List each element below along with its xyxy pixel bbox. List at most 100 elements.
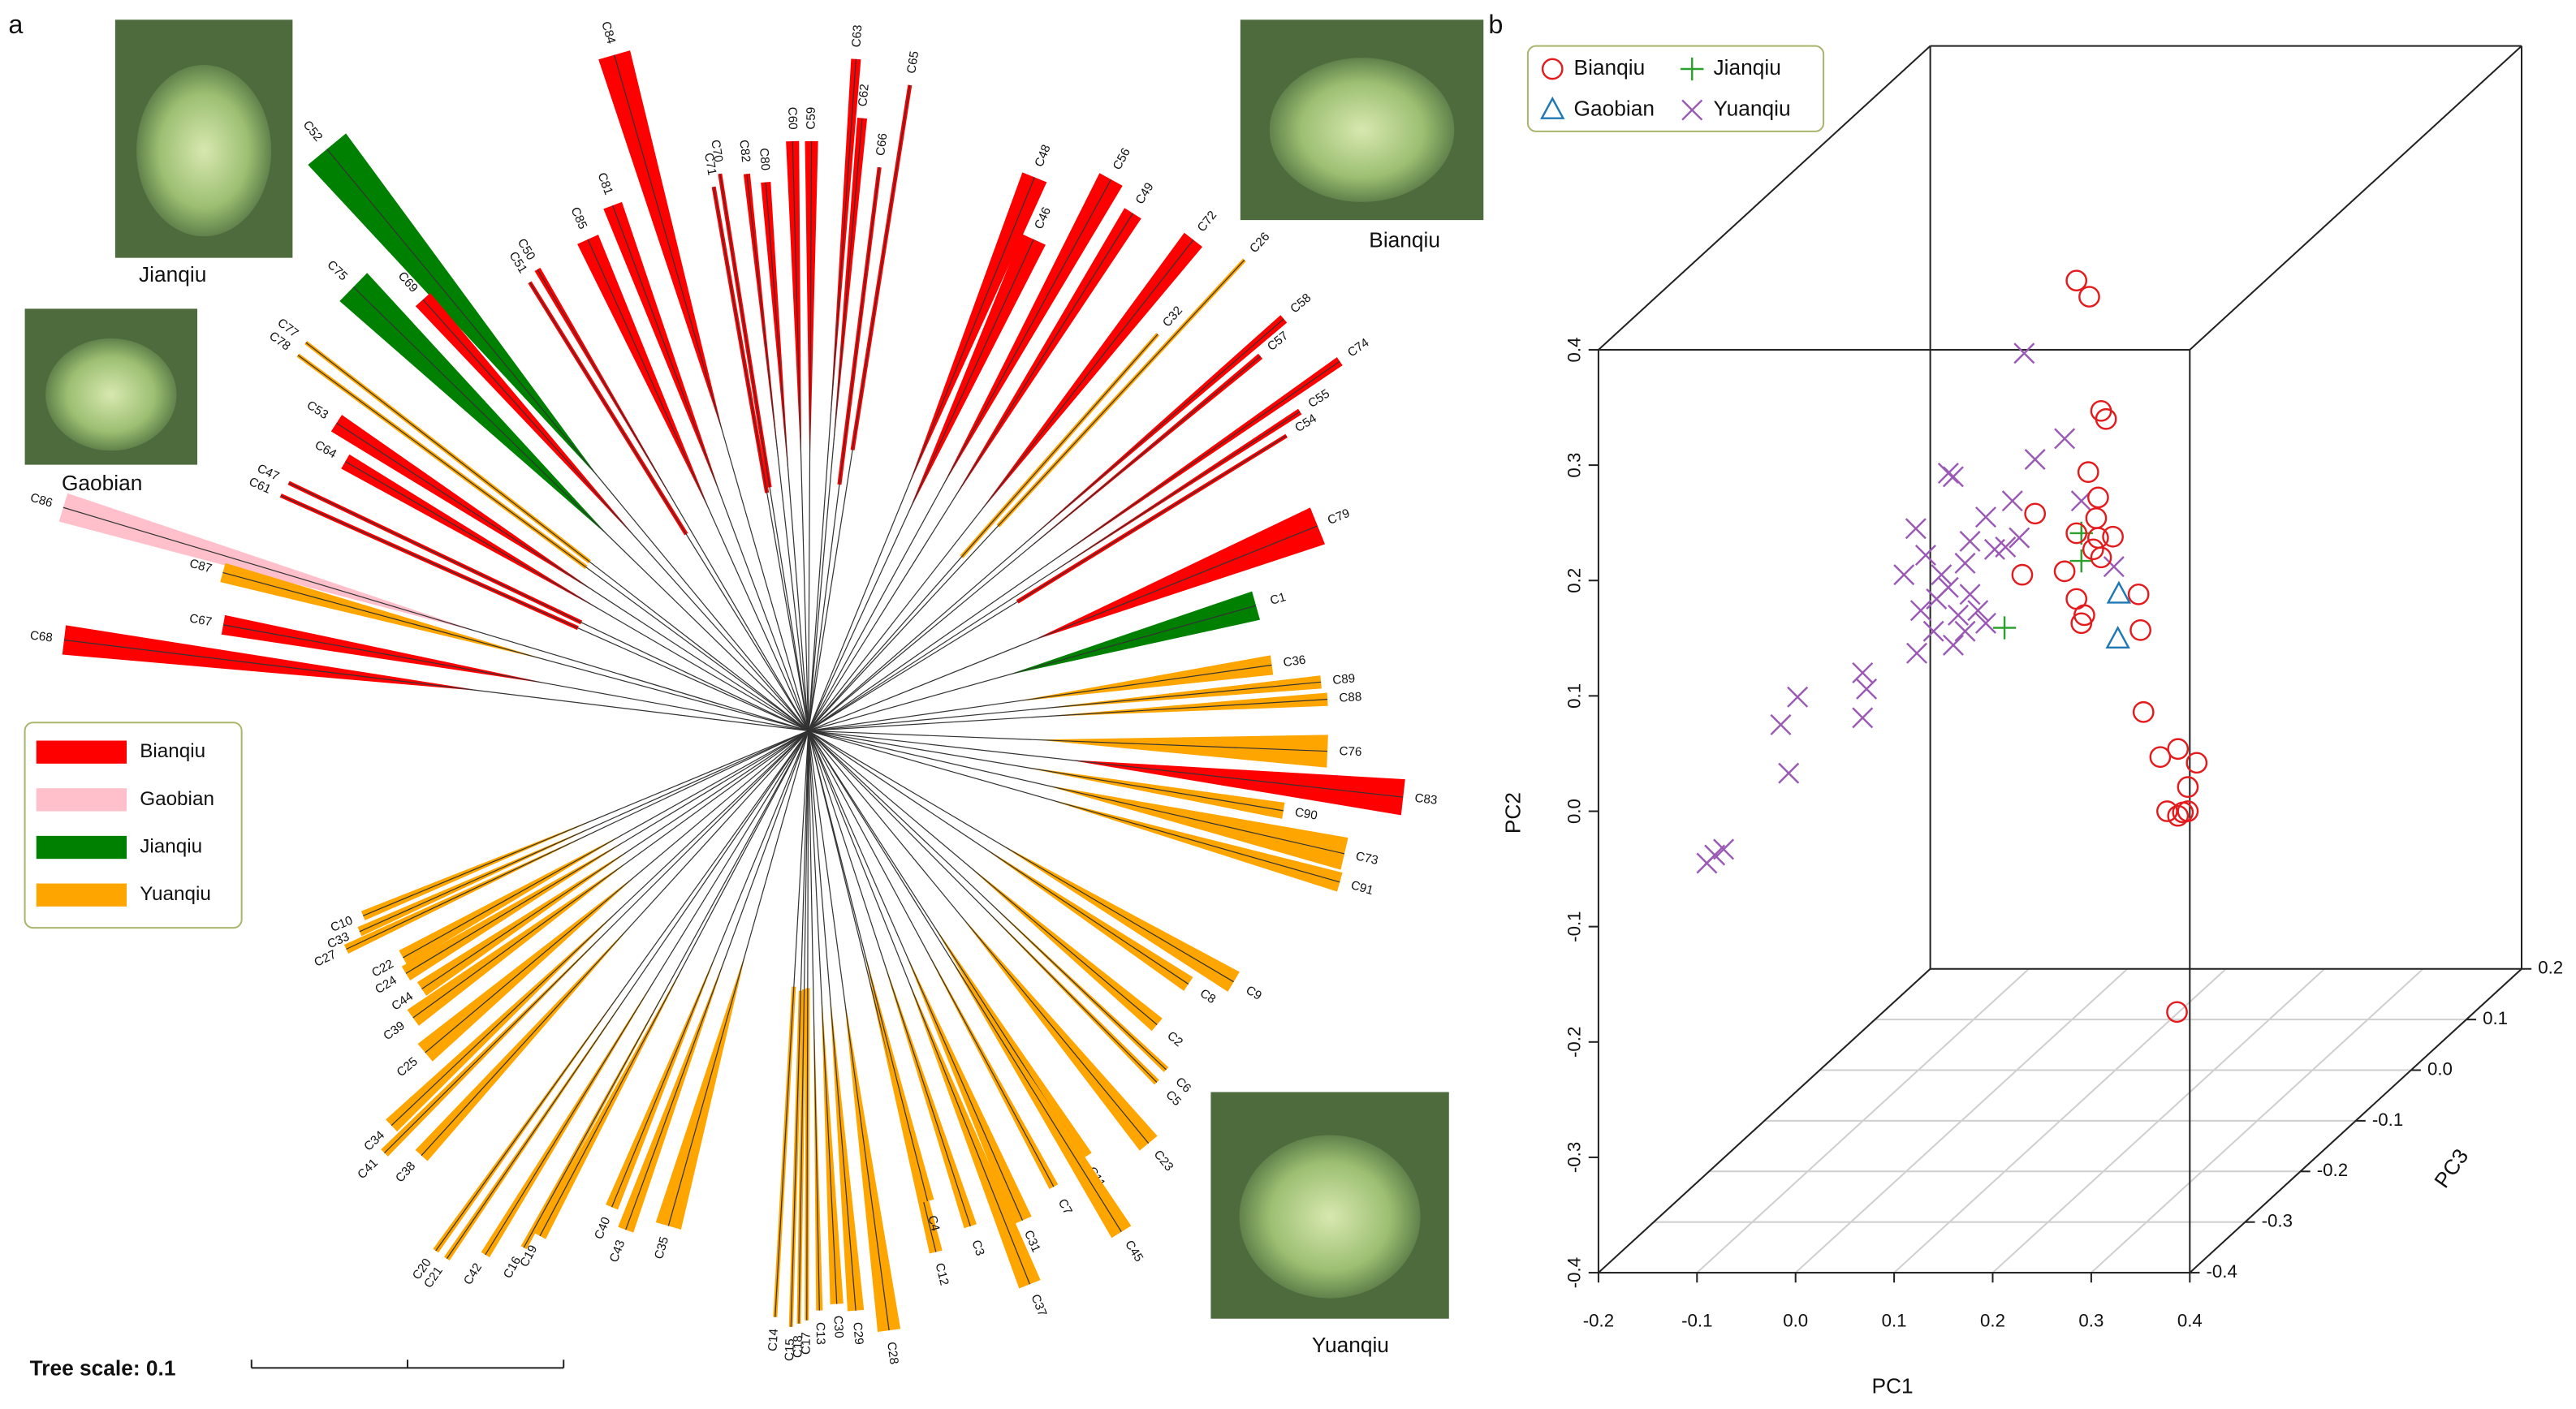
leaf-label: C2 [1164,1029,1185,1049]
clade-wedge [861,937,934,1203]
branch [808,360,1340,731]
point [2024,502,2047,525]
branch [808,730,929,1202]
branch [775,730,809,1317]
tree: C84C81C85C50C51C52C69C75C77C78C53C64C47C… [28,20,1438,1365]
x-tick-label: 0.3 [2078,1311,2104,1331]
leaf-label: C43 [607,1239,628,1265]
branch [808,730,1031,1285]
clade-wedge [929,918,1092,1164]
branch [412,730,809,1019]
clade-wedge [1031,507,1326,641]
point [1942,466,1964,488]
point [1942,634,1964,656]
leaf-label: C37 [1028,1292,1049,1318]
x-tick-label: 0.0 [1783,1311,1808,1331]
branch [808,730,1150,1144]
point [2011,563,2034,586]
clade-wedge [1036,735,1328,768]
x-tick-label: -0.2 [1583,1311,1614,1331]
point [1975,612,1997,634]
clade-wedge [308,133,601,480]
point [1905,518,1927,540]
y-tick-label: 0.3 [1564,453,1584,478]
leaf-label: C15 [783,1338,797,1361]
leaf-label: C74 [1345,336,1372,360]
branch [808,167,880,731]
point [2166,1001,2188,1023]
clade-wedge [655,948,748,1230]
box-edge [1598,968,1931,1273]
branch [614,54,809,731]
y-axis-label: PC2 [1501,792,1525,834]
leaf-label: C80 [757,148,772,171]
leaf-label: C39 [381,1019,407,1043]
leaf-label: C85 [567,205,589,231]
x-axis-label: PC1 [1872,1374,1914,1398]
point [2053,560,2076,583]
clade-wedge [577,235,712,516]
clade-wedge [416,844,638,996]
branch [537,269,809,731]
leaf-label: C71 [701,152,719,176]
clade-wedge [357,819,611,937]
clade-wedge [1012,655,1274,702]
branch [808,730,1345,855]
legend-box [1526,45,1825,132]
grid-line [1991,968,2325,1273]
branch [808,730,1234,983]
leaf-label: C70 [708,139,725,163]
branch [808,605,1257,731]
branch [808,730,838,1304]
leaf-label: C48 [1032,143,1053,169]
clade-wedge [533,951,692,1239]
y-tick-label: 0.4 [1564,337,1584,362]
leaf-label: C40 [592,1215,613,1241]
leaf-label: C29 [850,1321,865,1345]
leaf-label: C75 [324,258,350,284]
leaf-label: C91 [1349,878,1374,898]
leaf-label: C14 [766,1329,781,1352]
leaf-label: C49 [1133,180,1156,207]
branch [806,730,809,1321]
branch [63,506,809,731]
branch [63,639,809,731]
branch [808,239,1194,731]
photo-cabbage [1269,58,1455,202]
photo-cabbage [136,65,272,237]
clade-wedge [844,992,901,1333]
branch [808,730,820,1311]
legend-swatch [36,835,127,860]
clade-wedge [829,984,865,1312]
leaf-label: C52 [300,118,326,144]
point [2001,490,2023,512]
leaf-label: C42 [461,1261,485,1288]
y-tick-label: -0.4 [1564,1257,1584,1288]
legend-marker [1681,99,1703,121]
leaf-label: C53 [304,399,331,422]
branch [808,213,1133,731]
leaf-label: C27 [312,948,338,970]
point [1959,584,1981,605]
clade-wedge [820,980,844,1304]
point [1909,600,1931,622]
clade-wedge [957,911,1158,1151]
points [1696,269,2208,1023]
point [1967,600,1989,622]
leaf-label: C9 [1244,983,1264,1002]
y-tick-label: -0.2 [1564,1027,1584,1058]
point [1914,544,1936,566]
y-tick-label: -0.3 [1564,1142,1584,1173]
point [1922,620,1944,642]
legend-label: Bianqiu [140,740,205,762]
point [1975,506,1997,528]
leaf-label: C88 [1339,690,1362,705]
point [2177,800,2199,822]
leaf-label: C28 [884,1341,901,1365]
point [2065,269,2088,292]
branch [384,730,809,1154]
axes: -0.4 -0.3 -0.2 -0.1 0.0 0.1 0.2 0.3 0.4 -0.2 -0.1 0… [1501,45,2563,1398]
point [1856,678,1878,700]
branch [808,411,1301,731]
branch [326,149,809,731]
